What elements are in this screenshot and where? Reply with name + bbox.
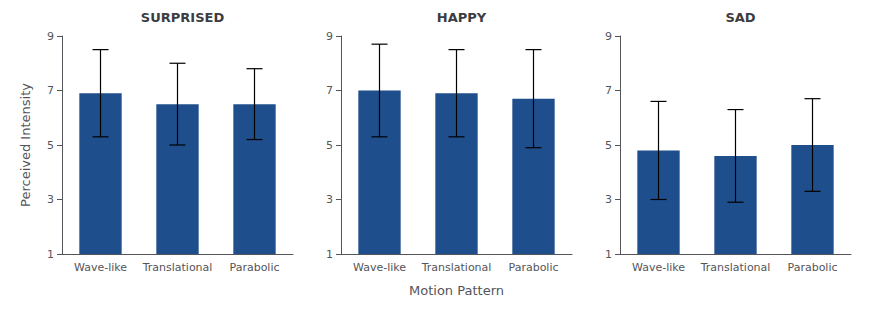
svg-text:7: 7 [605,84,612,97]
svg-text:Wave-like: Wave-like [632,261,685,274]
svg-text:9: 9 [47,30,54,43]
svg-text:SURPRISED: SURPRISED [141,10,225,25]
svg-text:3: 3 [605,193,612,206]
svg-text:3: 3 [326,193,333,206]
svg-text:Parabolic: Parabolic [229,261,279,274]
svg-text:9: 9 [605,30,612,43]
svg-text:1: 1 [326,248,333,261]
svg-text:Wave-like: Wave-like [353,261,406,274]
svg-text:Parabolic: Parabolic [787,261,837,274]
svg-text:Perceived Intensity: Perceived Intensity [18,83,33,207]
svg-text:1: 1 [605,248,612,261]
svg-text:HAPPY: HAPPY [437,10,487,25]
svg-text:Translational: Translational [421,261,492,274]
svg-text:7: 7 [47,84,54,97]
svg-text:1: 1 [47,248,54,261]
svg-text:Translational: Translational [142,261,213,274]
svg-text:5: 5 [326,139,333,152]
svg-text:Wave-like: Wave-like [74,261,127,274]
svg-text:3: 3 [47,193,54,206]
svg-text:5: 5 [605,139,612,152]
svg-text:Motion Pattern: Motion Pattern [409,283,504,298]
svg-text:5: 5 [47,139,54,152]
svg-text:SAD: SAD [725,10,755,25]
svg-text:Translational: Translational [700,261,771,274]
svg-text:Parabolic: Parabolic [508,261,558,274]
svg-text:7: 7 [326,84,333,97]
svg-text:9: 9 [326,30,333,43]
